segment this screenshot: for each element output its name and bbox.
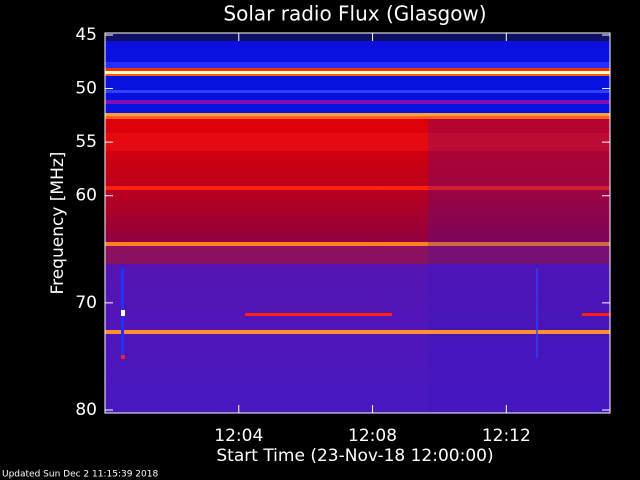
y-axis-label: Frequency [MHz]: [48, 152, 68, 295]
x-axis-label: Start Time (23-Nov-18 12:00:00): [216, 446, 493, 466]
y-tick-label: 55: [75, 132, 97, 152]
plot-frame: [104, 32, 611, 414]
y-tick-label: 50: [75, 79, 97, 99]
x-tick-label: 12:04: [214, 426, 263, 446]
y-tick-label: 80: [75, 400, 97, 420]
chart-title: Solar radio Flux (Glasgow): [223, 2, 486, 26]
y-tick-label: 70: [75, 293, 97, 313]
y-tick-label: 60: [75, 186, 97, 206]
x-tick-label: 12:12: [482, 426, 531, 446]
footer: Updated Sun Dec 2 11:15:39 2018: [2, 470, 158, 480]
spectrogram: [105, 33, 610, 413]
y-tick-label: 45: [75, 25, 97, 45]
x-tick-label: 12:08: [348, 426, 397, 446]
